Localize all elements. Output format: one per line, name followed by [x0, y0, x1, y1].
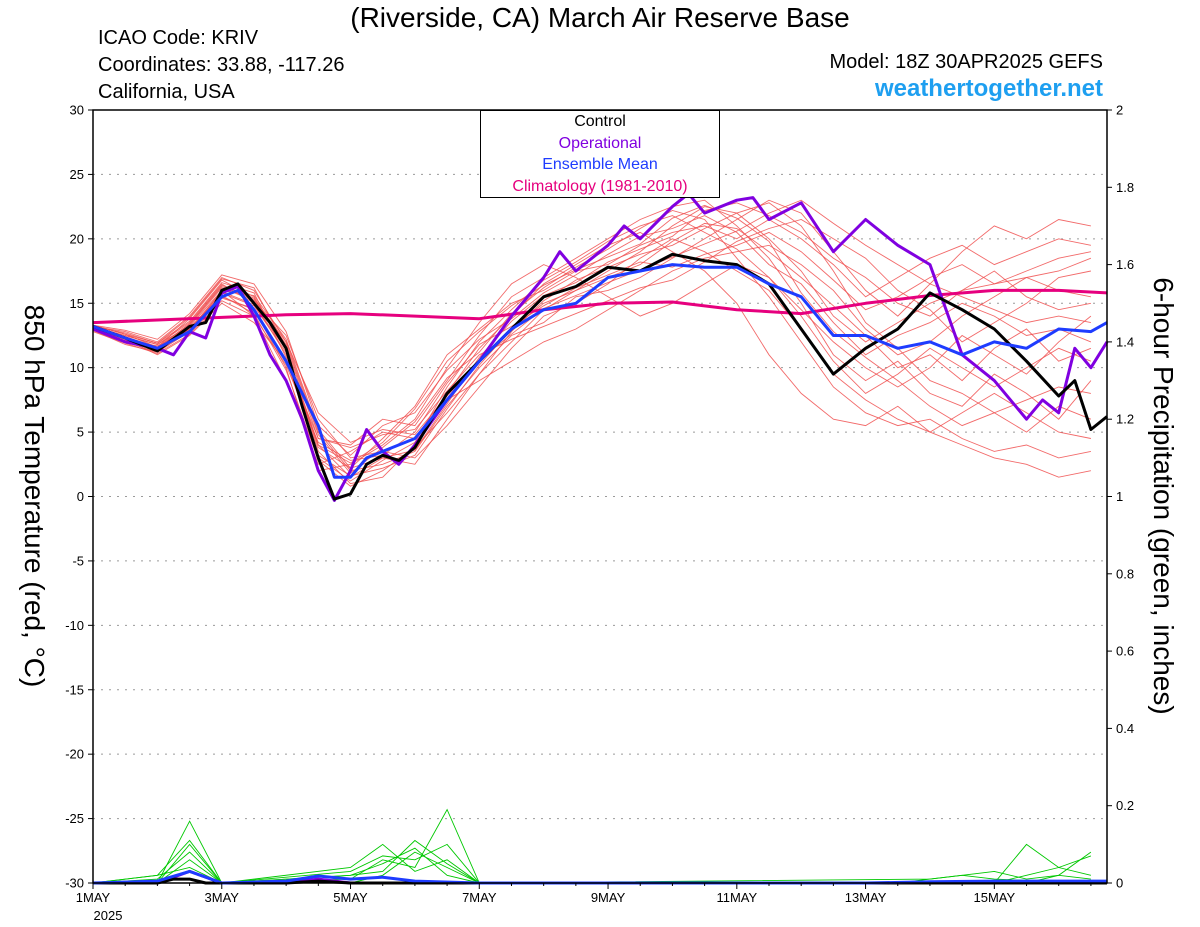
y2-tick-label: 1.2: [1116, 412, 1134, 427]
legend-item-climatology: Climatology (1981-2010): [512, 177, 688, 195]
x-tick-label: 3MAY: [205, 890, 240, 905]
y-tick-label: -25: [65, 811, 84, 826]
y-tick-label: 20: [70, 231, 84, 246]
y-tick-label: -15: [65, 682, 84, 697]
ensemble-mean-temperature-line: [92, 263, 1108, 479]
site-link[interactable]: weathertogether.net: [874, 75, 1103, 102]
y-tick-label: 30: [70, 103, 84, 118]
legend-item-operational: Operational: [558, 134, 642, 152]
x-tick-label: 5MAY: [333, 890, 368, 905]
temperature-member-line: [92, 215, 1092, 456]
y2-tick-label: 2: [1116, 103, 1123, 118]
x-tick-label: 11MAY: [716, 890, 757, 905]
y-tick-label: 15: [70, 296, 84, 311]
y-tick-label: 0: [77, 489, 84, 504]
precipitation-member-line: [92, 808, 1091, 884]
ensemble-mean-precipitation-line: [92, 869, 1107, 885]
y-tick-label: 5: [77, 425, 84, 440]
temperature-member-line: [92, 202, 1091, 469]
legend: Control Operational Ensemble Mean Climat…: [480, 110, 720, 198]
x-tick-label: 1MAY: [76, 890, 111, 905]
temperature-member-line: [92, 238, 1091, 459]
y2-tick-label: 0.4: [1116, 721, 1134, 736]
x-tick-label: 13MAY: [845, 890, 887, 905]
y2-tick-label: 1.8: [1116, 180, 1134, 195]
legend-item-control: Control: [574, 113, 626, 130]
precipitation-member-line: [92, 839, 1091, 884]
y2-tick-label: 0.2: [1116, 798, 1134, 813]
temperature-member-line: [92, 219, 1091, 448]
y-tick-label: -10: [65, 618, 84, 633]
temperature-member-line: [92, 199, 1091, 472]
control-temperature-line: [92, 252, 1108, 501]
y2-tick-label: 0: [1116, 876, 1123, 891]
ensemble-members: [92, 199, 1092, 884]
precipitation-member-line: [93, 843, 1092, 884]
grid: [93, 109, 1107, 884]
series-lines: [92, 192, 1109, 885]
model-run: Model: 18Z 30APR2025 GEFS: [829, 51, 1103, 73]
icao-code: ICAO Code: KRIV: [98, 27, 259, 49]
coordinates: Coordinates: 33.88, -117.26: [98, 54, 345, 76]
precipitation-member-line: [93, 820, 1091, 884]
x-tick-label: 9MAY: [591, 890, 626, 905]
x-tick-year-label: 2025: [94, 908, 123, 923]
y2-tick-label: 1: [1116, 489, 1123, 504]
y-tick-label: -20: [65, 747, 84, 762]
y2-tick-label: 1.6: [1116, 257, 1134, 272]
chart-title: (Riverside, CA) March Air Reserve Base: [350, 2, 850, 33]
temperature-member-line: [92, 215, 1092, 482]
precipitation-member-line: [92, 839, 1092, 884]
temperature-member-line: [92, 199, 1092, 446]
operational-temperature-line: [92, 192, 1109, 502]
y-tick-label: -5: [72, 553, 84, 568]
x-tick-label: 15MAY: [973, 890, 1015, 905]
y2-tick-label: 0.6: [1116, 644, 1134, 659]
y2-tick-label: 1.4: [1116, 334, 1134, 349]
legend-item-ensemble-mean: Ensemble Mean: [542, 156, 658, 173]
y-tick-label: 10: [70, 360, 84, 375]
temperature-member-line: [92, 222, 1092, 477]
temperature-member-line: [92, 202, 1091, 487]
temperature-member-line: [92, 210, 1091, 474]
y-tick-label: -30: [65, 876, 84, 891]
region: California, USA: [98, 81, 235, 103]
y2-tick-label: 0.8: [1116, 566, 1134, 581]
temperature-member-line: [92, 204, 1092, 464]
precipitation-member-line: [93, 843, 1092, 884]
y-tick-label: 25: [70, 167, 84, 182]
x-tick-label: 7MAY: [462, 890, 497, 905]
axes: 302520151050-5-10-15-20-25-3021.81.61.41…: [65, 103, 1134, 924]
